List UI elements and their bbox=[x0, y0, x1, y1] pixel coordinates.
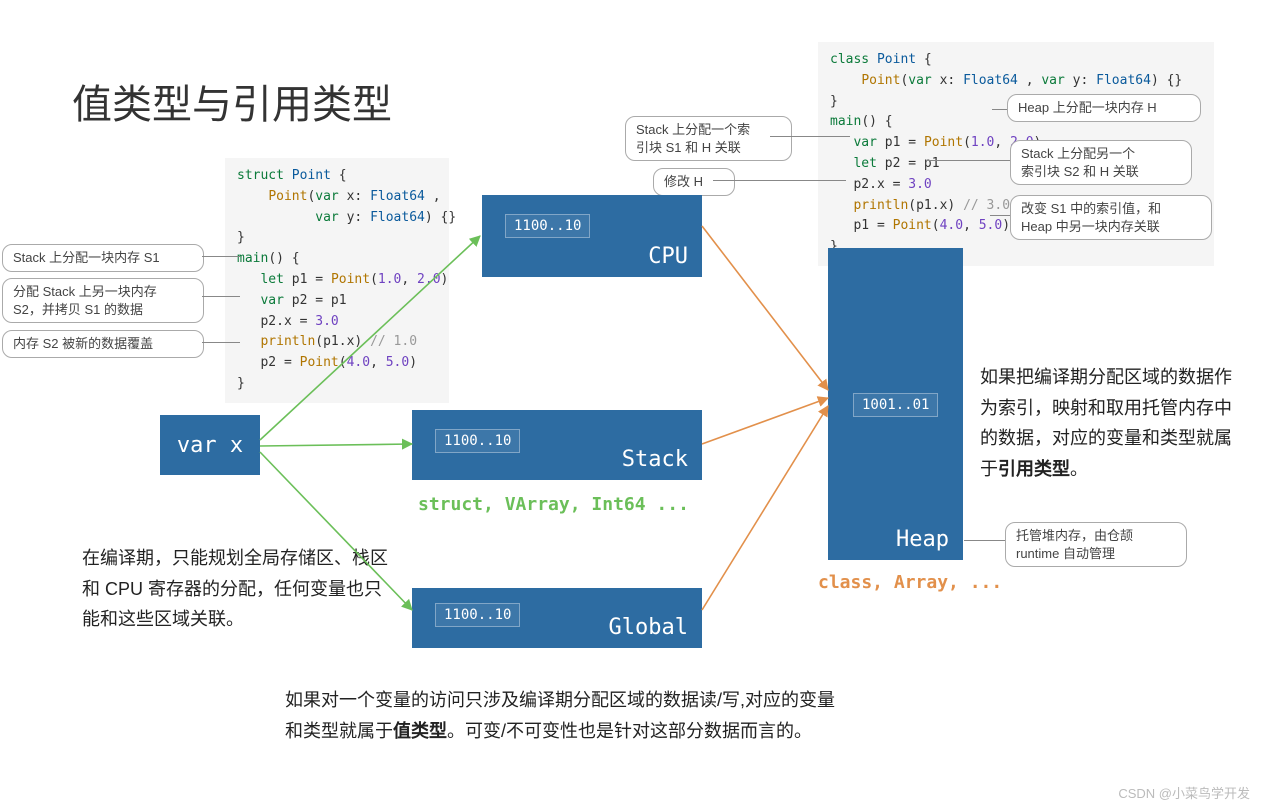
value-type-text: 如果对一个变量的访问只涉及编译期分配区域的数据读/写,对应的变量和类型就属于值类… bbox=[285, 685, 845, 746]
value-type-examples: struct, VArray, Int64 ... bbox=[418, 490, 689, 521]
callout: Stack 上分配另一个索引块 S2 和 H 关联 bbox=[1010, 140, 1192, 185]
stack-mem: 1100..10 bbox=[436, 430, 519, 452]
callout: 修改 H bbox=[653, 168, 735, 196]
callout-connector bbox=[990, 215, 1010, 216]
callout-connector bbox=[992, 109, 1007, 110]
heap-label: Heap bbox=[896, 527, 949, 552]
cpu-mem: 1100..10 bbox=[506, 215, 589, 237]
callout: 分配 Stack 上另一块内存S2，并拷贝 S1 的数据 bbox=[2, 278, 204, 323]
callout: Heap 上分配一块内存 H bbox=[1007, 94, 1201, 122]
callout-connector bbox=[202, 342, 240, 343]
stack-label: Stack bbox=[622, 447, 688, 472]
global-label: Global bbox=[609, 615, 688, 640]
watermark: CSDN @小菜鸟学开发 bbox=[1118, 783, 1250, 802]
global-mem: 1100..10 bbox=[436, 604, 519, 626]
callout-connector bbox=[770, 136, 850, 137]
cpu-block: 1100..10 CPU bbox=[482, 195, 702, 277]
ref-type-examples: class, Array, ... bbox=[818, 568, 1002, 599]
callout-connector bbox=[713, 180, 846, 181]
global-block: 1100..10 Global bbox=[412, 588, 702, 648]
callout: 托管堆内存，由仓颉runtime 自动管理 bbox=[1005, 522, 1187, 567]
callout-connector bbox=[202, 256, 240, 257]
compile-time-text: 在编译期，只能规划全局存储区、栈区和 CPU 寄存器的分配，任何变量也只能和这些… bbox=[82, 543, 392, 635]
callout-connector bbox=[926, 160, 1010, 161]
callout: 改变 S1 中的索引值，和Heap 中另一块内存关联 bbox=[1010, 195, 1212, 240]
cpu-label: CPU bbox=[648, 244, 688, 269]
callout-connector bbox=[964, 540, 1005, 541]
callout-connector bbox=[202, 296, 240, 297]
callout: Stack 上分配一块内存 S1 bbox=[2, 244, 204, 272]
page-title: 值类型与引用类型 bbox=[72, 72, 392, 130]
ref-type-text: 如果把编译期分配区域的数据作为索引，映射和取用托管内存中的数据，对应的变量和类型… bbox=[980, 362, 1240, 484]
var-x-block: var x bbox=[160, 415, 260, 475]
stack-block: 1100..10 Stack bbox=[412, 410, 702, 480]
callout: Stack 上分配一个索引块 S1 和 H 关联 bbox=[625, 116, 792, 161]
var-x-label: var x bbox=[160, 415, 260, 475]
heap-block: 1001..01 Heap bbox=[828, 248, 963, 560]
heap-mem: 1001..01 bbox=[854, 394, 937, 416]
struct-code-block: struct Point { Point(var x: Float64 , va… bbox=[225, 158, 449, 403]
callout: 内存 S2 被新的数据覆盖 bbox=[2, 330, 204, 358]
